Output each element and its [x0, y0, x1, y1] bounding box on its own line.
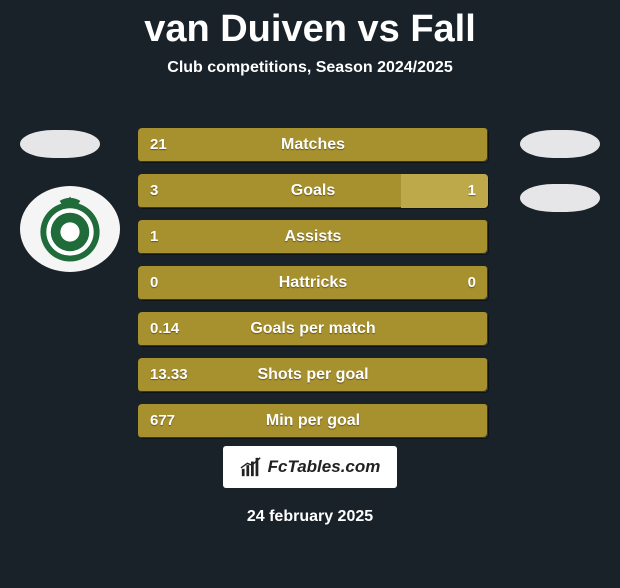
stat-label: Goals per match	[138, 312, 488, 346]
stat-row: Matches21	[138, 128, 488, 162]
brand-logo[interactable]: FcTables.com	[223, 446, 397, 488]
stat-row: Goals3 1	[138, 174, 488, 208]
player-right-badge-1	[520, 130, 600, 158]
stats-bars: Matches21Goals31Assists1Hattricks00Goals…	[138, 128, 488, 450]
stat-label: Hattricks	[138, 266, 488, 300]
player-right-badge-2	[520, 184, 600, 212]
brand-name: FcTables.com	[268, 457, 381, 477]
stat-value-left: 3	[150, 174, 158, 208]
stat-value-left: 0	[150, 266, 158, 300]
stat-label: Matches	[138, 128, 488, 162]
player-left-badge	[20, 130, 100, 158]
chart-icon	[240, 456, 262, 478]
page-title: van Duiven vs Fall	[0, 8, 620, 51]
stat-value-left: 1	[150, 220, 158, 254]
stat-value-left: 677	[150, 404, 175, 438]
stat-row: Assists1	[138, 220, 488, 254]
stat-row: Min per goal677	[138, 404, 488, 438]
page-subtitle: Club competitions, Season 2024/2025	[0, 59, 620, 77]
stat-label: Min per goal	[138, 404, 488, 438]
club-logo	[20, 186, 120, 272]
stat-row: Goals per match0.14	[138, 312, 488, 346]
footer-date: 24 february 2025	[0, 508, 620, 526]
stat-row: Hattricks0 0	[138, 266, 488, 300]
club-crest-icon	[28, 192, 112, 266]
stat-row: Shots per goal13.33	[138, 358, 488, 392]
stat-label: Shots per goal	[138, 358, 488, 392]
stat-label: Goals	[138, 174, 488, 208]
stat-value-right: 1	[468, 174, 476, 208]
stat-value-right: 0	[468, 266, 476, 300]
stat-value-left: 13.33	[150, 358, 188, 392]
stat-value-left: 21	[150, 128, 167, 162]
stat-label: Assists	[138, 220, 488, 254]
stat-value-left: 0.14	[150, 312, 179, 346]
